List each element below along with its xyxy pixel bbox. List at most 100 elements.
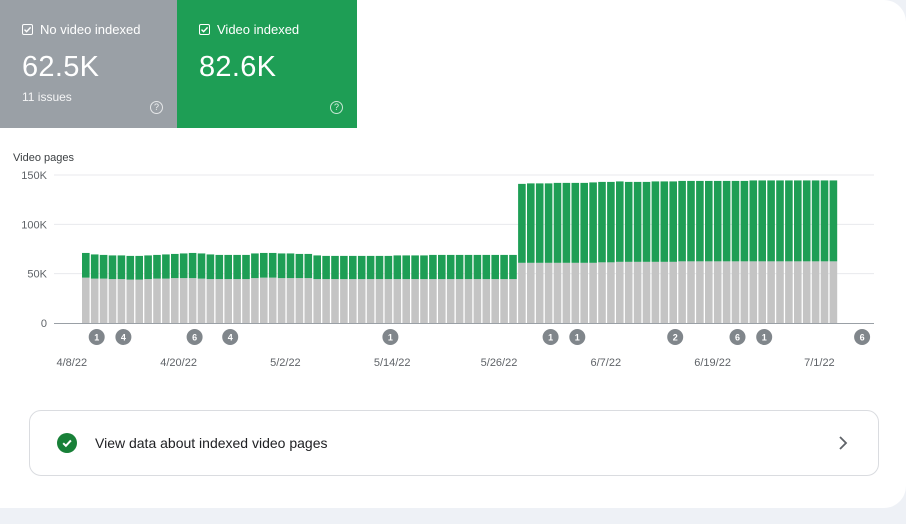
bar-video-indexed bbox=[322, 255, 330, 280]
view-indexed-video-pages-link[interactable]: View data about indexed video pages bbox=[29, 410, 879, 476]
bar-video-indexed bbox=[393, 255, 402, 280]
bar-no-video-indexed bbox=[322, 279, 330, 323]
bar-video-indexed bbox=[117, 255, 126, 280]
bar-video-indexed bbox=[268, 252, 277, 278]
annotation-label: 4 bbox=[228, 333, 233, 343]
bar-video-indexed bbox=[366, 255, 375, 280]
bar-no-video-indexed bbox=[776, 261, 784, 323]
bar-video-indexed bbox=[820, 180, 829, 262]
bar-no-video-indexed bbox=[598, 262, 606, 323]
bar-video-indexed bbox=[669, 181, 677, 262]
bar-no-video-indexed bbox=[357, 279, 366, 323]
bar-no-video-indexed bbox=[562, 262, 571, 323]
bar-video-indexed bbox=[616, 181, 624, 262]
bar-video-indexed bbox=[589, 182, 597, 263]
bar-video-indexed bbox=[340, 255, 348, 280]
bar-video-indexed bbox=[224, 254, 232, 280]
bar-video-indexed bbox=[429, 254, 437, 280]
bar-video-indexed bbox=[500, 254, 508, 280]
bar-video-indexed bbox=[642, 181, 651, 262]
bar-video-indexed bbox=[562, 182, 571, 263]
annotation-label: 1 bbox=[94, 333, 99, 343]
help-icon[interactable]: ? bbox=[150, 101, 163, 114]
bar-no-video-indexed bbox=[393, 279, 402, 323]
bar-no-video-indexed bbox=[678, 261, 686, 323]
bar-no-video-indexed bbox=[82, 277, 90, 323]
bar-no-video-indexed bbox=[438, 279, 446, 323]
bar-no-video-indexed bbox=[500, 279, 508, 323]
bar-video-indexed bbox=[304, 253, 313, 279]
bar-video-indexed bbox=[99, 254, 108, 279]
annotation-marker bbox=[756, 329, 773, 345]
bar-no-video-indexed bbox=[144, 279, 152, 323]
bar-no-video-indexed bbox=[553, 262, 562, 323]
bar-no-video-indexed bbox=[171, 278, 179, 323]
bar-video-indexed bbox=[242, 254, 250, 280]
y-tick-label: 100K bbox=[21, 219, 47, 231]
bar-no-video-indexed bbox=[277, 278, 286, 323]
bar-video-indexed bbox=[491, 254, 499, 280]
annotation-label: 4 bbox=[121, 333, 126, 343]
y-tick-label: 150K bbox=[21, 170, 47, 182]
bar-video-indexed bbox=[144, 255, 152, 280]
bar-no-video-indexed bbox=[624, 261, 633, 323]
bar-video-indexed bbox=[740, 180, 749, 262]
bar-no-video-indexed bbox=[722, 261, 731, 323]
bar-video-indexed bbox=[660, 181, 669, 262]
bar-no-video-indexed bbox=[482, 279, 491, 323]
bar-video-indexed bbox=[731, 180, 740, 262]
bar-no-video-indexed bbox=[580, 262, 588, 323]
bar-no-video-indexed bbox=[206, 279, 215, 323]
bar-no-video-indexed bbox=[527, 262, 535, 323]
bar-no-video-indexed bbox=[544, 262, 553, 323]
tile-no-video-indexed[interactable]: No video indexed 62.5K 11 issues ? bbox=[0, 0, 177, 128]
bar-video-indexed bbox=[785, 180, 793, 262]
annotation-marker bbox=[569, 329, 586, 345]
bar-video-indexed bbox=[375, 255, 384, 280]
bar-video-indexed bbox=[82, 252, 90, 278]
bar-video-indexed bbox=[126, 255, 135, 280]
bar-video-indexed bbox=[179, 253, 188, 279]
annotation-marker bbox=[729, 329, 746, 345]
bar-no-video-indexed bbox=[571, 262, 580, 323]
bar-no-video-indexed bbox=[785, 261, 793, 323]
bar-no-video-indexed bbox=[429, 279, 437, 323]
bar-video-indexed bbox=[651, 181, 660, 262]
chevron-right-icon bbox=[839, 436, 848, 450]
bar-no-video-indexed bbox=[179, 278, 188, 323]
bar-video-indexed bbox=[162, 254, 170, 279]
annotation-marker bbox=[186, 329, 203, 345]
bar-video-indexed bbox=[277, 253, 286, 279]
checkbox-icon[interactable] bbox=[22, 24, 33, 35]
bar-video-indexed bbox=[678, 180, 686, 262]
bar-video-indexed bbox=[464, 254, 473, 280]
bar-video-indexed bbox=[384, 255, 393, 280]
tile-value: 62.5K bbox=[22, 51, 100, 83]
bar-no-video-indexed bbox=[820, 261, 829, 323]
bar-video-indexed bbox=[90, 254, 99, 279]
bar-no-video-indexed bbox=[473, 279, 482, 323]
bar-no-video-indexed bbox=[304, 278, 313, 323]
bar-no-video-indexed bbox=[589, 262, 597, 323]
bar-video-indexed bbox=[624, 181, 633, 262]
checkbox-icon[interactable] bbox=[199, 24, 210, 35]
bar-no-video-indexed bbox=[687, 261, 695, 323]
x-tick-label: 7/1/22 bbox=[804, 357, 835, 369]
x-tick-label: 4/20/22 bbox=[160, 357, 197, 369]
tile-video-indexed[interactable]: Video indexed 82.6K ? bbox=[177, 0, 357, 128]
help-icon[interactable]: ? bbox=[330, 101, 343, 114]
bar-no-video-indexed bbox=[420, 279, 428, 323]
bar-video-indexed bbox=[482, 254, 491, 280]
bar-video-indexed bbox=[215, 254, 224, 280]
annotation-label: 1 bbox=[762, 333, 767, 343]
annotation-marker bbox=[382, 329, 399, 345]
video-pages-report-card: No video indexed 62.5K 11 issues ? Video… bbox=[0, 0, 906, 508]
bar-video-indexed bbox=[518, 183, 526, 263]
bar-no-video-indexed bbox=[411, 279, 419, 323]
bar-video-indexed bbox=[802, 180, 811, 262]
bar-no-video-indexed bbox=[509, 279, 517, 323]
bar-video-indexed bbox=[197, 253, 206, 279]
bar-no-video-indexed bbox=[331, 279, 339, 323]
y-tick-label: 50K bbox=[27, 269, 47, 281]
annotation-label: 1 bbox=[388, 333, 393, 343]
